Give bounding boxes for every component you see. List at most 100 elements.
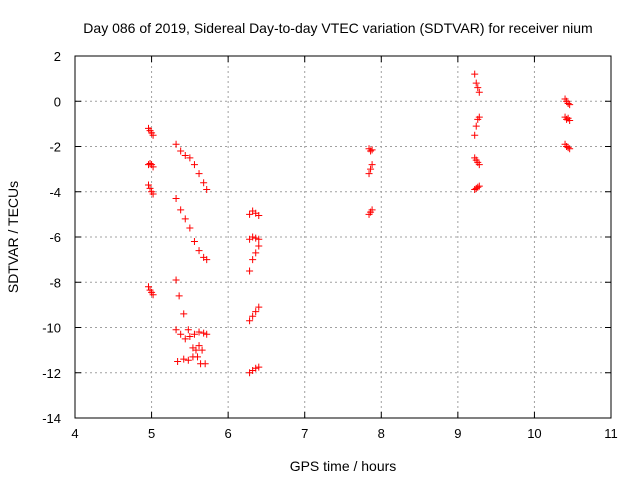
series-arc-5.0-a — [145, 124, 157, 139]
data-point — [181, 215, 189, 223]
data-points — [145, 70, 574, 377]
x-tick-label: 10 — [527, 426, 541, 441]
series-arc-7.9-c — [365, 206, 376, 218]
series-arc-5.0-d — [145, 283, 157, 299]
data-point — [175, 292, 183, 300]
data-point — [471, 131, 479, 139]
series-arc-9.2-c — [471, 154, 483, 169]
series-arc-6.3-a — [246, 207, 263, 220]
data-point — [203, 330, 211, 338]
data-point — [203, 256, 211, 264]
series-arc-7.9-b — [365, 161, 376, 178]
data-point — [177, 330, 185, 338]
data-point — [472, 79, 480, 87]
data-point — [184, 326, 192, 334]
data-point — [146, 184, 154, 192]
data-point — [255, 235, 263, 243]
data-point — [566, 145, 574, 153]
data-point — [172, 326, 180, 334]
data-point — [189, 353, 197, 361]
data-point — [564, 100, 572, 108]
y-tick-label: -14 — [42, 411, 61, 426]
data-point — [246, 267, 254, 275]
data-point — [198, 346, 206, 354]
series-arc-9.2-a — [471, 70, 483, 96]
data-point — [249, 312, 257, 320]
data-point — [252, 308, 260, 316]
series-arc-6.3-d — [246, 303, 263, 325]
data-point — [255, 363, 263, 371]
plot-frame — [74, 55, 612, 419]
series-arc-5.5-a — [172, 140, 211, 193]
data-point — [180, 310, 188, 318]
x-tick-label: 4 — [71, 426, 78, 441]
data-point — [255, 212, 263, 220]
series-arc-9.2-b — [471, 113, 483, 139]
x-tick-label: 9 — [454, 426, 461, 441]
data-point — [200, 329, 208, 337]
data-point — [475, 182, 483, 190]
y-tick-label: -12 — [42, 366, 61, 381]
data-point — [475, 113, 483, 121]
x-tick-label: 8 — [378, 426, 385, 441]
series-arc-10.4-a — [561, 95, 574, 109]
data-point — [172, 276, 180, 284]
y-tick-label: 2 — [54, 49, 61, 64]
data-point — [367, 147, 375, 155]
series-arc-10.4-c — [561, 140, 574, 153]
data-point — [203, 185, 211, 193]
data-point — [368, 206, 376, 214]
x-axis-label: GPS time / hours — [290, 458, 397, 474]
y-tick-label: -4 — [49, 185, 61, 200]
data-point — [149, 163, 157, 171]
data-point — [149, 291, 157, 299]
data-point — [195, 170, 203, 178]
data-point — [146, 159, 154, 167]
series-arc-5.0-c — [145, 181, 157, 198]
data-point — [186, 224, 194, 232]
data-point — [177, 147, 185, 155]
data-point — [471, 70, 479, 78]
data-point — [201, 360, 209, 368]
x-tick-label: 5 — [148, 426, 155, 441]
data-point — [475, 88, 483, 96]
y-tick-label: -8 — [49, 275, 61, 290]
data-point — [368, 146, 376, 154]
data-point — [474, 84, 482, 92]
series-arc-9.2-d — [471, 182, 483, 193]
data-point — [186, 154, 194, 162]
series-arc-10.4-b — [561, 113, 574, 124]
data-point — [368, 161, 376, 169]
data-point — [564, 144, 572, 152]
data-point — [190, 330, 198, 338]
data-point — [367, 165, 375, 173]
data-point — [149, 131, 157, 139]
data-point — [252, 249, 260, 257]
series-arc-5.5-d — [172, 326, 211, 343]
chart-title: Day 086 of 2019, Sidereal Day-to-day VTE… — [83, 20, 592, 36]
data-point — [249, 256, 257, 264]
data-point — [474, 183, 482, 191]
data-point — [190, 161, 198, 169]
series-arc-5.5-b — [172, 195, 211, 264]
data-point — [145, 283, 153, 291]
y-tick-label: -6 — [49, 230, 61, 245]
data-point — [255, 242, 263, 250]
y-tick-label: -2 — [49, 140, 61, 155]
data-point — [566, 101, 574, 109]
y-tick-label: 0 — [54, 94, 61, 109]
data-point — [195, 247, 203, 255]
data-point — [184, 356, 192, 364]
grid-lines — [75, 56, 611, 418]
data-point — [174, 357, 182, 365]
x-tick-label: 11 — [604, 426, 618, 441]
data-point — [172, 195, 180, 203]
data-point — [181, 335, 189, 343]
data-point — [475, 161, 483, 169]
data-point — [200, 179, 208, 187]
series-arc-6.3-c — [246, 242, 263, 275]
y-tick-label: -10 — [42, 321, 61, 336]
series-arc-5.5-e — [174, 342, 209, 368]
data-point — [149, 190, 157, 198]
